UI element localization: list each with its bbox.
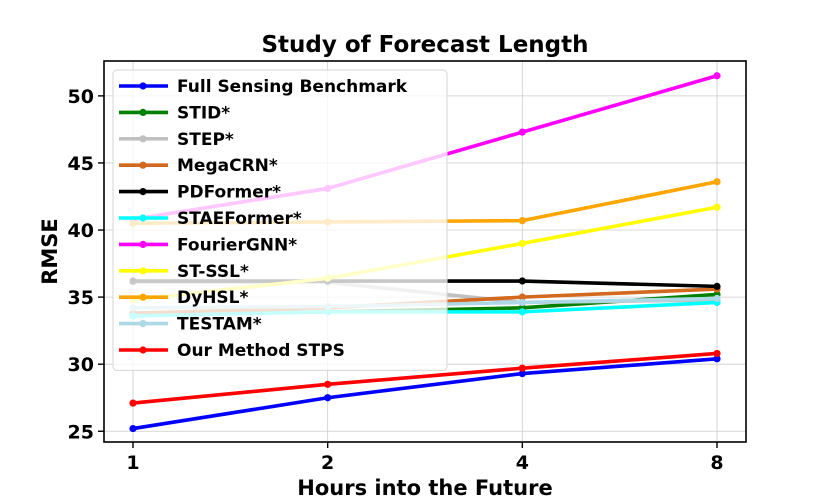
series-line-our-method-stps <box>132 351 718 405</box>
y-tick-label: 40 <box>68 220 94 242</box>
data-point-testam <box>713 294 721 303</box>
legend-marker <box>139 240 147 248</box>
y-axis-label: RMSE <box>38 218 62 285</box>
legend-marker <box>139 135 147 143</box>
data-point-full-sensing-benchmark <box>129 424 137 433</box>
legend-label: STAEFormer* <box>177 209 302 229</box>
legend-label: PDFormer* <box>177 183 281 203</box>
legend-label: Full Sensing Benchmark <box>177 77 408 97</box>
plot-frame <box>103 60 747 443</box>
data-point-pdformer <box>713 282 721 290</box>
legend-marker <box>139 108 147 116</box>
x-tick-label: 8 <box>710 452 723 474</box>
legend-marker <box>139 214 147 222</box>
data-point-st-ssl <box>713 203 721 211</box>
legend-marker <box>139 320 147 328</box>
data-point-dyhsl <box>518 217 526 225</box>
legend-marker <box>139 188 147 196</box>
x-tick-label: 2 <box>321 452 334 474</box>
x-axis-label: Hours into the Future <box>297 476 552 499</box>
tick-group: 1 2 4 8 25 30 35 40 45 50 <box>68 86 724 474</box>
legend-marker <box>139 293 147 301</box>
y-tick-label: 25 <box>68 421 94 443</box>
x-tick-label: 1 <box>126 452 139 474</box>
data-point-testam <box>518 298 526 307</box>
legend-label: STID* <box>177 103 230 123</box>
legend-label: DyHSL* <box>177 288 248 308</box>
data-point-our-method-stps <box>518 364 526 372</box>
legend-marker <box>139 161 147 169</box>
legend-label: ST-SSL* <box>177 262 249 282</box>
legend-label: MegaCRN* <box>177 156 278 176</box>
data-point-full-sensing-benchmark <box>324 394 332 402</box>
data-point-dyhsl <box>713 178 721 186</box>
legend-label: STEP* <box>177 130 234 150</box>
legend-label: TESTAM* <box>177 315 262 335</box>
data-point-fouriergnn <box>518 128 526 136</box>
legend-label: Our Method STPS <box>177 341 345 361</box>
legend-label: FourierGNN* <box>177 235 297 255</box>
x-tick-label: 4 <box>516 452 529 474</box>
data-point-st-ssl <box>518 239 526 248</box>
chart-title: Study of Forecast Length <box>261 32 588 58</box>
data-point-megacrn <box>518 293 526 301</box>
data-point-full-sensing-benchmark <box>518 369 526 378</box>
data-point-staeformer <box>518 308 526 316</box>
data-point-pdformer <box>518 277 526 285</box>
data-point-fouriergnn <box>713 72 721 80</box>
series-line-full-sensing-benchmark <box>132 357 718 431</box>
legend-box <box>112 69 448 371</box>
y-tick-label: 35 <box>68 287 94 309</box>
y-tick-label: 30 <box>68 354 94 376</box>
data-point-our-method-stps <box>129 399 137 407</box>
legend-marker <box>139 82 147 90</box>
data-point-full-sensing-benchmark <box>713 355 721 363</box>
data-point-our-method-stps <box>713 349 721 358</box>
legend: Full Sensing Benchmark STID* STEP* MegaCRN*… <box>112 69 448 371</box>
legend-marker <box>139 267 147 275</box>
y-tick-label: 50 <box>68 86 94 108</box>
y-tick-label: 45 <box>68 153 94 175</box>
legend-marker <box>139 346 147 354</box>
data-point-our-method-stps <box>324 380 332 388</box>
